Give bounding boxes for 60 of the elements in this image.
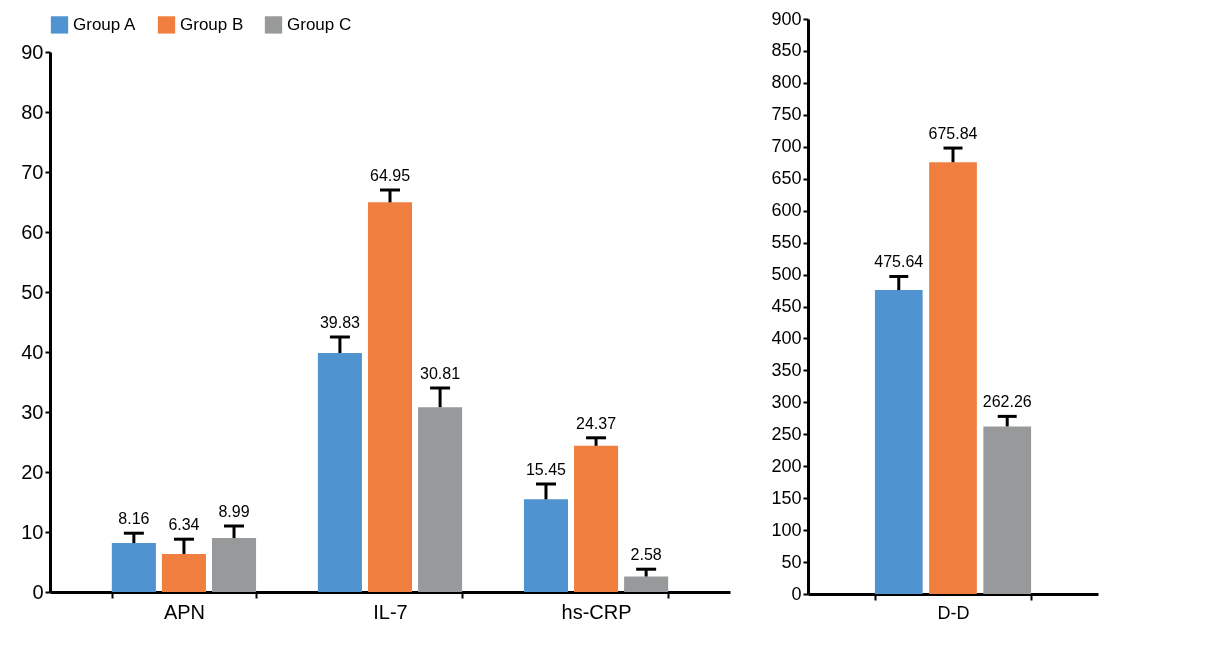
data-label: 39.83 bbox=[319, 314, 361, 331]
y-tick-label: 40 bbox=[21, 340, 44, 363]
bar bbox=[317, 353, 362, 592]
data-label: 8.99 bbox=[218, 503, 250, 520]
bar bbox=[523, 499, 569, 592]
data-label: 475.64 bbox=[874, 253, 924, 271]
y-tick-label: 10 bbox=[21, 520, 44, 543]
y-tick-label: 700 bbox=[771, 136, 802, 157]
y-tick-label: 0 bbox=[32, 580, 44, 603]
y-tick-label: 550 bbox=[771, 232, 802, 253]
y-tick-label: 90 bbox=[21, 40, 44, 63]
bar bbox=[983, 426, 1032, 594]
bar bbox=[874, 290, 923, 594]
bar bbox=[418, 407, 463, 592]
y-tick-label: 50 bbox=[781, 551, 802, 572]
y-tick-label: 250 bbox=[771, 423, 802, 444]
data-label: 262.26 bbox=[982, 393, 1032, 411]
y-tick-label: 80 bbox=[21, 100, 44, 123]
data-label: 24.37 bbox=[576, 414, 617, 432]
y-tick-label: 50 bbox=[21, 280, 44, 303]
y-tick-label: 200 bbox=[771, 455, 802, 476]
y-tick-label: 800 bbox=[771, 72, 802, 93]
bar bbox=[111, 543, 156, 592]
legend-label: Group C bbox=[287, 14, 352, 34]
data-label: 64.95 bbox=[369, 167, 411, 184]
legend-label: Group B bbox=[180, 14, 244, 34]
data-label: 2.58 bbox=[630, 546, 662, 564]
y-tick-label: 150 bbox=[771, 487, 802, 508]
legend-label: Group A bbox=[73, 14, 137, 34]
data-label: 6.34 bbox=[168, 516, 200, 534]
y-tick-label: 650 bbox=[771, 168, 802, 189]
y-tick-label: 500 bbox=[771, 264, 802, 285]
y-tick-label: 750 bbox=[771, 104, 802, 125]
y-tick-label: 20 bbox=[21, 460, 44, 483]
bar bbox=[161, 553, 206, 592]
y-tick-label: 60 bbox=[21, 220, 44, 243]
data-label: 675.84 bbox=[928, 125, 978, 143]
y-tick-label: 100 bbox=[771, 519, 802, 540]
data-label: 8.16 bbox=[118, 510, 150, 528]
y-tick-label: 0 bbox=[791, 583, 802, 604]
y-tick-label: 850 bbox=[771, 40, 802, 61]
y-tick-label: 300 bbox=[771, 391, 802, 412]
bar bbox=[211, 538, 257, 592]
bar bbox=[929, 162, 977, 594]
y-tick-label: 400 bbox=[771, 327, 802, 348]
y-tick-label: 600 bbox=[771, 200, 802, 221]
y-tick-label: 450 bbox=[771, 296, 802, 316]
x-tick-label: IL-7 bbox=[373, 600, 408, 623]
x-tick-label: APN bbox=[163, 600, 205, 623]
data-label: 30.81 bbox=[420, 365, 461, 382]
bar bbox=[624, 576, 669, 592]
y-tick-label: 350 bbox=[771, 359, 802, 380]
bar bbox=[574, 445, 619, 592]
y-tick-label: 30 bbox=[21, 400, 44, 423]
y-tick-label: 900 bbox=[771, 8, 802, 29]
bar bbox=[367, 202, 413, 592]
data-label: 15.45 bbox=[525, 461, 567, 478]
x-tick-label: D-D bbox=[937, 602, 970, 623]
y-tick-label: 70 bbox=[21, 160, 44, 183]
x-tick-label: hs-CRP bbox=[561, 600, 632, 623]
